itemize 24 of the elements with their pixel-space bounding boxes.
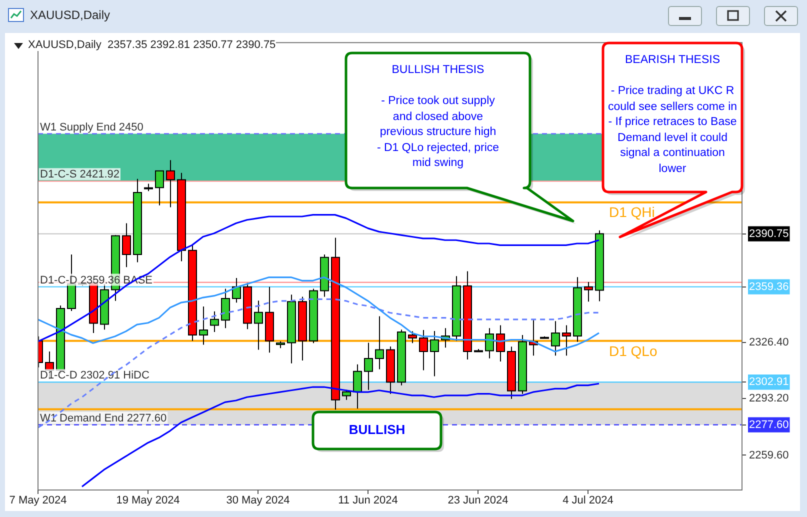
x-tick-label: 4 Jul 2024: [562, 494, 614, 507]
x-tick-label: 23 Jun 2024: [448, 494, 508, 507]
y-tick-label: 2302.91: [749, 376, 789, 388]
ref-line-label: W1 Supply End 2450: [40, 121, 144, 134]
x-tick-label: 30 May 2024: [226, 494, 290, 507]
chart-title: XAUUSD,Daily: [30, 8, 110, 22]
chart-subtitle: XAUUSD,Daily 2357.35 2392.81 2350.77 2390.75: [28, 39, 276, 51]
ref-line-label: D1-C-S 2421.92: [40, 168, 120, 181]
ref-line-label: D1 QHi: [609, 204, 655, 220]
ref-line-label: D1-C-D 2302.91 HiDC: [40, 370, 150, 382]
y-tick-label: 2326.40: [749, 336, 789, 348]
y-tick-label: 2277.60: [749, 418, 789, 431]
x-tick-label: 11 Jun 2024: [338, 494, 398, 507]
y-tick-label: 2293.20: [749, 392, 789, 405]
y-tick-label: 2259.60: [749, 449, 789, 462]
text: BEARISH THESIS - Price trading at UKC R could see sellers come in - If price retraces to Base Demand level it could signal a continuation lower: [608, 54, 738, 174]
x-tick-label: 7 May 2024: [9, 494, 67, 507]
ref-line-label: W1 Demand End 2277.60: [40, 412, 167, 424]
text: BULLISH THESIS - Price took out supply and closed above previous structure high - D1 QLo rejected, price mid swing: [376, 64, 500, 169]
ref-line-label: D1 QLo: [609, 342, 658, 359]
y-tick-label: 2359.36: [749, 280, 789, 293]
x-tick-label: 19 May 2024: [116, 494, 180, 507]
annotation: BULLISH: [348, 422, 406, 438]
y-tick-label: 2390.75: [749, 228, 789, 240]
